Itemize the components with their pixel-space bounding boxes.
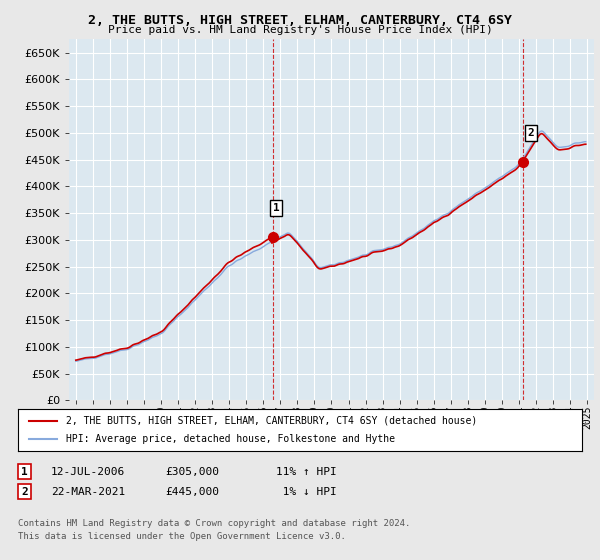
Text: Price paid vs. HM Land Registry's House Price Index (HPI): Price paid vs. HM Land Registry's House … xyxy=(107,25,493,35)
Text: HPI: Average price, detached house, Folkestone and Hythe: HPI: Average price, detached house, Folk… xyxy=(66,434,395,444)
Text: Contains HM Land Registry data © Crown copyright and database right 2024.: Contains HM Land Registry data © Crown c… xyxy=(18,519,410,528)
Text: 2: 2 xyxy=(21,487,28,497)
Text: 22-MAR-2021: 22-MAR-2021 xyxy=(51,487,125,497)
Text: 2, THE BUTTS, HIGH STREET, ELHAM, CANTERBURY, CT4 6SY: 2, THE BUTTS, HIGH STREET, ELHAM, CANTER… xyxy=(88,14,512,27)
Text: 12-JUL-2006: 12-JUL-2006 xyxy=(51,466,125,477)
Text: This data is licensed under the Open Government Licence v3.0.: This data is licensed under the Open Gov… xyxy=(18,532,346,541)
Text: £445,000: £445,000 xyxy=(165,487,219,497)
Text: 1: 1 xyxy=(21,466,28,477)
Text: £305,000: £305,000 xyxy=(165,466,219,477)
Text: 11% ↑ HPI: 11% ↑ HPI xyxy=(276,466,337,477)
Text: 1% ↓ HPI: 1% ↓ HPI xyxy=(276,487,337,497)
Text: 2, THE BUTTS, HIGH STREET, ELHAM, CANTERBURY, CT4 6SY (detached house): 2, THE BUTTS, HIGH STREET, ELHAM, CANTER… xyxy=(66,416,477,426)
Text: 2: 2 xyxy=(528,128,535,138)
Text: 1: 1 xyxy=(272,203,280,213)
